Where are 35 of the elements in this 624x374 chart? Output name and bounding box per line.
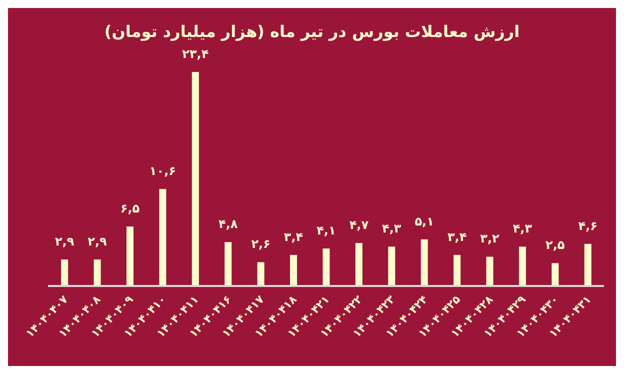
bar bbox=[224, 242, 232, 286]
data-label: ۴,۱ bbox=[316, 224, 336, 238]
bar bbox=[584, 244, 592, 286]
bar bbox=[159, 189, 166, 286]
bar bbox=[126, 226, 134, 286]
data-label: ۲,۵ bbox=[546, 238, 565, 252]
data-label: ۲,۶ bbox=[251, 237, 270, 252]
bar bbox=[61, 259, 68, 286]
bar bbox=[388, 246, 396, 286]
bar bbox=[257, 262, 264, 286]
data-label: ۳,۲ bbox=[480, 232, 500, 246]
data-label: ۶,۵ bbox=[120, 202, 140, 216]
bar bbox=[518, 246, 526, 286]
data-label: ۴,۷ bbox=[349, 218, 370, 232]
bar bbox=[290, 254, 298, 286]
data-label: ۲۳,۴ bbox=[182, 47, 209, 61]
bar bbox=[420, 239, 428, 286]
bar bbox=[552, 263, 559, 286]
data-label: ۲,۹ bbox=[88, 234, 108, 248]
data-label: ۱۰,۶ bbox=[149, 164, 176, 178]
bar bbox=[94, 259, 101, 286]
data-label: ۳,۴ bbox=[447, 230, 467, 244]
data-label: ۵,۱ bbox=[414, 214, 434, 228]
bar bbox=[322, 248, 330, 286]
data-label: ۴,۶ bbox=[578, 218, 598, 233]
data-label: ۳,۴ bbox=[284, 230, 304, 244]
data-label: ۴,۳ bbox=[382, 222, 402, 236]
bar bbox=[355, 243, 362, 286]
data-label: ۲,۹ bbox=[54, 234, 75, 248]
chart-title: ارزش معاملات بورس در تیر ماه (هزار میلیارد تومان) bbox=[103, 21, 521, 43]
data-label: ۴,۳ bbox=[512, 222, 533, 236]
bar bbox=[486, 256, 494, 286]
data-label: ۴,۸ bbox=[218, 217, 238, 232]
bar bbox=[454, 254, 461, 286]
bar bbox=[192, 72, 199, 286]
